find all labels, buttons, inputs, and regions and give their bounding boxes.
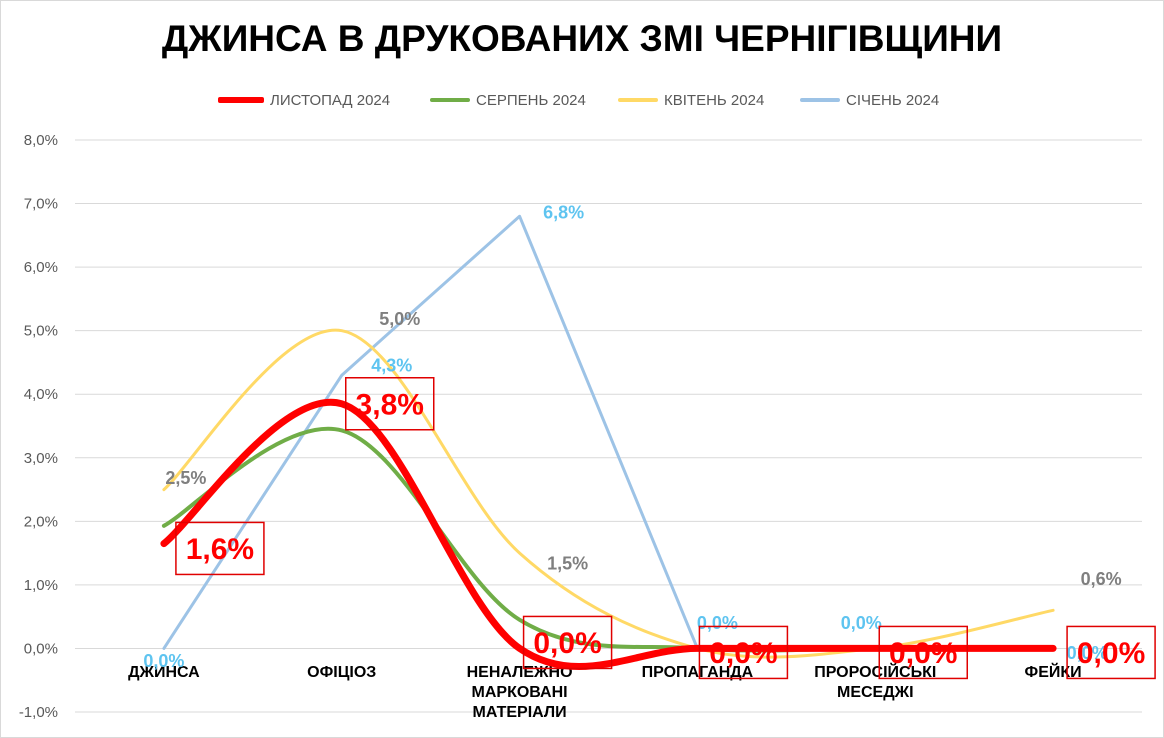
y-tick-label: 8,0% — [24, 132, 58, 149]
x-category-label: МАТЕРІАЛИ — [473, 704, 567, 721]
y-tick-label: -1,0% — [19, 704, 58, 721]
legend-label-april: КВІТЕНЬ 2024 — [664, 91, 765, 109]
chart-legend: ЛИСТОПАД 2024 СЕРПЕНЬ 2024 КВІТЕНЬ 2024 … — [0, 90, 1164, 110]
chart-title: ДЖИНСА В ДРУКОВАНИХ ЗМІ ЧЕРНІГІВЩИНИ — [161, 18, 1003, 59]
data-label: 6,8% — [543, 203, 584, 223]
series-line-0 — [162, 214, 1055, 650]
y-tick-label: 1,0% — [24, 577, 58, 594]
data-label: 2,5% — [165, 468, 206, 488]
data-label: 4,3% — [371, 356, 412, 376]
x-category-label: ДЖИНСА — [128, 664, 200, 681]
legend-label-january: СІЧЕНЬ 2024 — [846, 91, 940, 109]
data-label-box — [1066, 625, 1156, 680]
data-label: 0,0% — [697, 613, 738, 633]
data-label: 0,0% — [1077, 637, 1145, 670]
y-tick-label: 2,0% — [24, 513, 58, 530]
series-line-2 — [161, 426, 1056, 653]
data-label: 0,0% — [841, 613, 882, 633]
legend-item-november: ЛИСТОПАД 2024 — [218, 90, 390, 110]
data-label: 0,0% — [143, 651, 184, 671]
data-label: 0,6% — [1081, 569, 1122, 589]
x-category-label: ПРОРОСІЙСЬКІ — [814, 662, 936, 681]
data-label-box — [175, 521, 265, 576]
data-label-box — [345, 377, 435, 431]
x-category-label: ОФІЦІОЗ — [307, 664, 376, 681]
x-category-label: ПРОПАГАНДА — [642, 664, 754, 681]
data-label: 0,0% — [1067, 643, 1108, 663]
y-tick-label: 3,0% — [24, 450, 58, 467]
legend-swatch-january — [800, 98, 840, 102]
series-line-3 — [160, 398, 1057, 671]
x-category-label: МЕСЕДЖІ — [837, 684, 914, 701]
y-tick-label: 4,0% — [24, 386, 58, 403]
y-tick-label: 7,0% — [24, 196, 58, 213]
y-tick-label: 5,0% — [24, 323, 58, 340]
legend-swatch-november — [218, 97, 264, 103]
data-label-box — [878, 625, 968, 680]
data-label: 0,0% — [709, 637, 777, 670]
data-label: 1,6% — [186, 533, 254, 566]
data-label-box — [522, 615, 613, 670]
data-label-box — [698, 625, 789, 680]
legend-label-august: СЕРПЕНЬ 2024 — [476, 91, 586, 109]
y-tick-label: 6,0% — [24, 259, 58, 276]
legend-swatch-august — [430, 98, 470, 102]
data-label: 5,0% — [379, 309, 420, 329]
data-label: 0,0% — [533, 627, 601, 660]
x-category-label: МАРКОВАНІ — [472, 684, 568, 701]
data-label: 3,8% — [356, 389, 424, 422]
series-line-1 — [162, 328, 1055, 659]
legend-swatch-april — [618, 98, 658, 102]
data-label: 1,5% — [547, 554, 588, 574]
legend-item-january: СІЧЕНЬ 2024 — [800, 90, 939, 110]
legend-label-november: ЛИСТОПАД 2024 — [270, 91, 391, 109]
data-label: 0,0% — [889, 637, 957, 670]
legend-item-august: СЕРПЕНЬ 2024 — [430, 90, 586, 110]
legend-item-april: КВІТЕНЬ 2024 — [618, 90, 764, 110]
y-tick-label: 0,0% — [24, 640, 58, 657]
